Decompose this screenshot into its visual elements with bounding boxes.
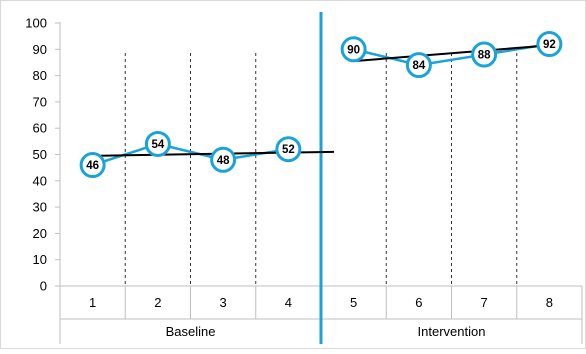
y-tick-label: 80: [33, 68, 47, 83]
y-tick-label: 100: [25, 16, 47, 31]
y-tick-label: 20: [33, 226, 47, 241]
x-tick-label: 1: [89, 295, 96, 310]
labels-layer: 0 10 20 30 40 50 60 70 80 90 100 1 2 3 4 5 6 7 8 Baseline In…: [25, 16, 553, 340]
data-label: 48: [217, 155, 230, 167]
data-label: 54: [151, 139, 164, 151]
x-tick-label: 5: [350, 295, 357, 310]
x-tick-label: 2: [154, 295, 161, 310]
data-label: 90: [347, 44, 360, 56]
x-tick-label: 3: [220, 295, 227, 310]
x-tick-label: 7: [481, 295, 488, 310]
y-tick-label: 60: [33, 121, 47, 136]
x-tick-label: 8: [546, 295, 553, 310]
phase-label: Baseline: [166, 324, 216, 339]
y-tick-label: 90: [33, 42, 47, 57]
data-label: 88: [478, 50, 491, 62]
y-tick-label: 10: [33, 252, 47, 267]
data-label: 84: [412, 60, 425, 72]
y-tick-label: 30: [33, 200, 47, 215]
y-tick-label: 70: [33, 94, 47, 109]
data-label: 92: [543, 39, 556, 51]
x-tick-label: 4: [285, 295, 292, 310]
phase-label: Intervention: [418, 324, 486, 339]
y-tick-label: 40: [33, 173, 47, 188]
x-tick-label: 6: [415, 295, 422, 310]
y-tick-label: 50: [33, 147, 47, 162]
data-label: 52: [282, 144, 295, 156]
data-label: 46: [86, 160, 99, 172]
y-tick-label: 0: [40, 279, 47, 294]
